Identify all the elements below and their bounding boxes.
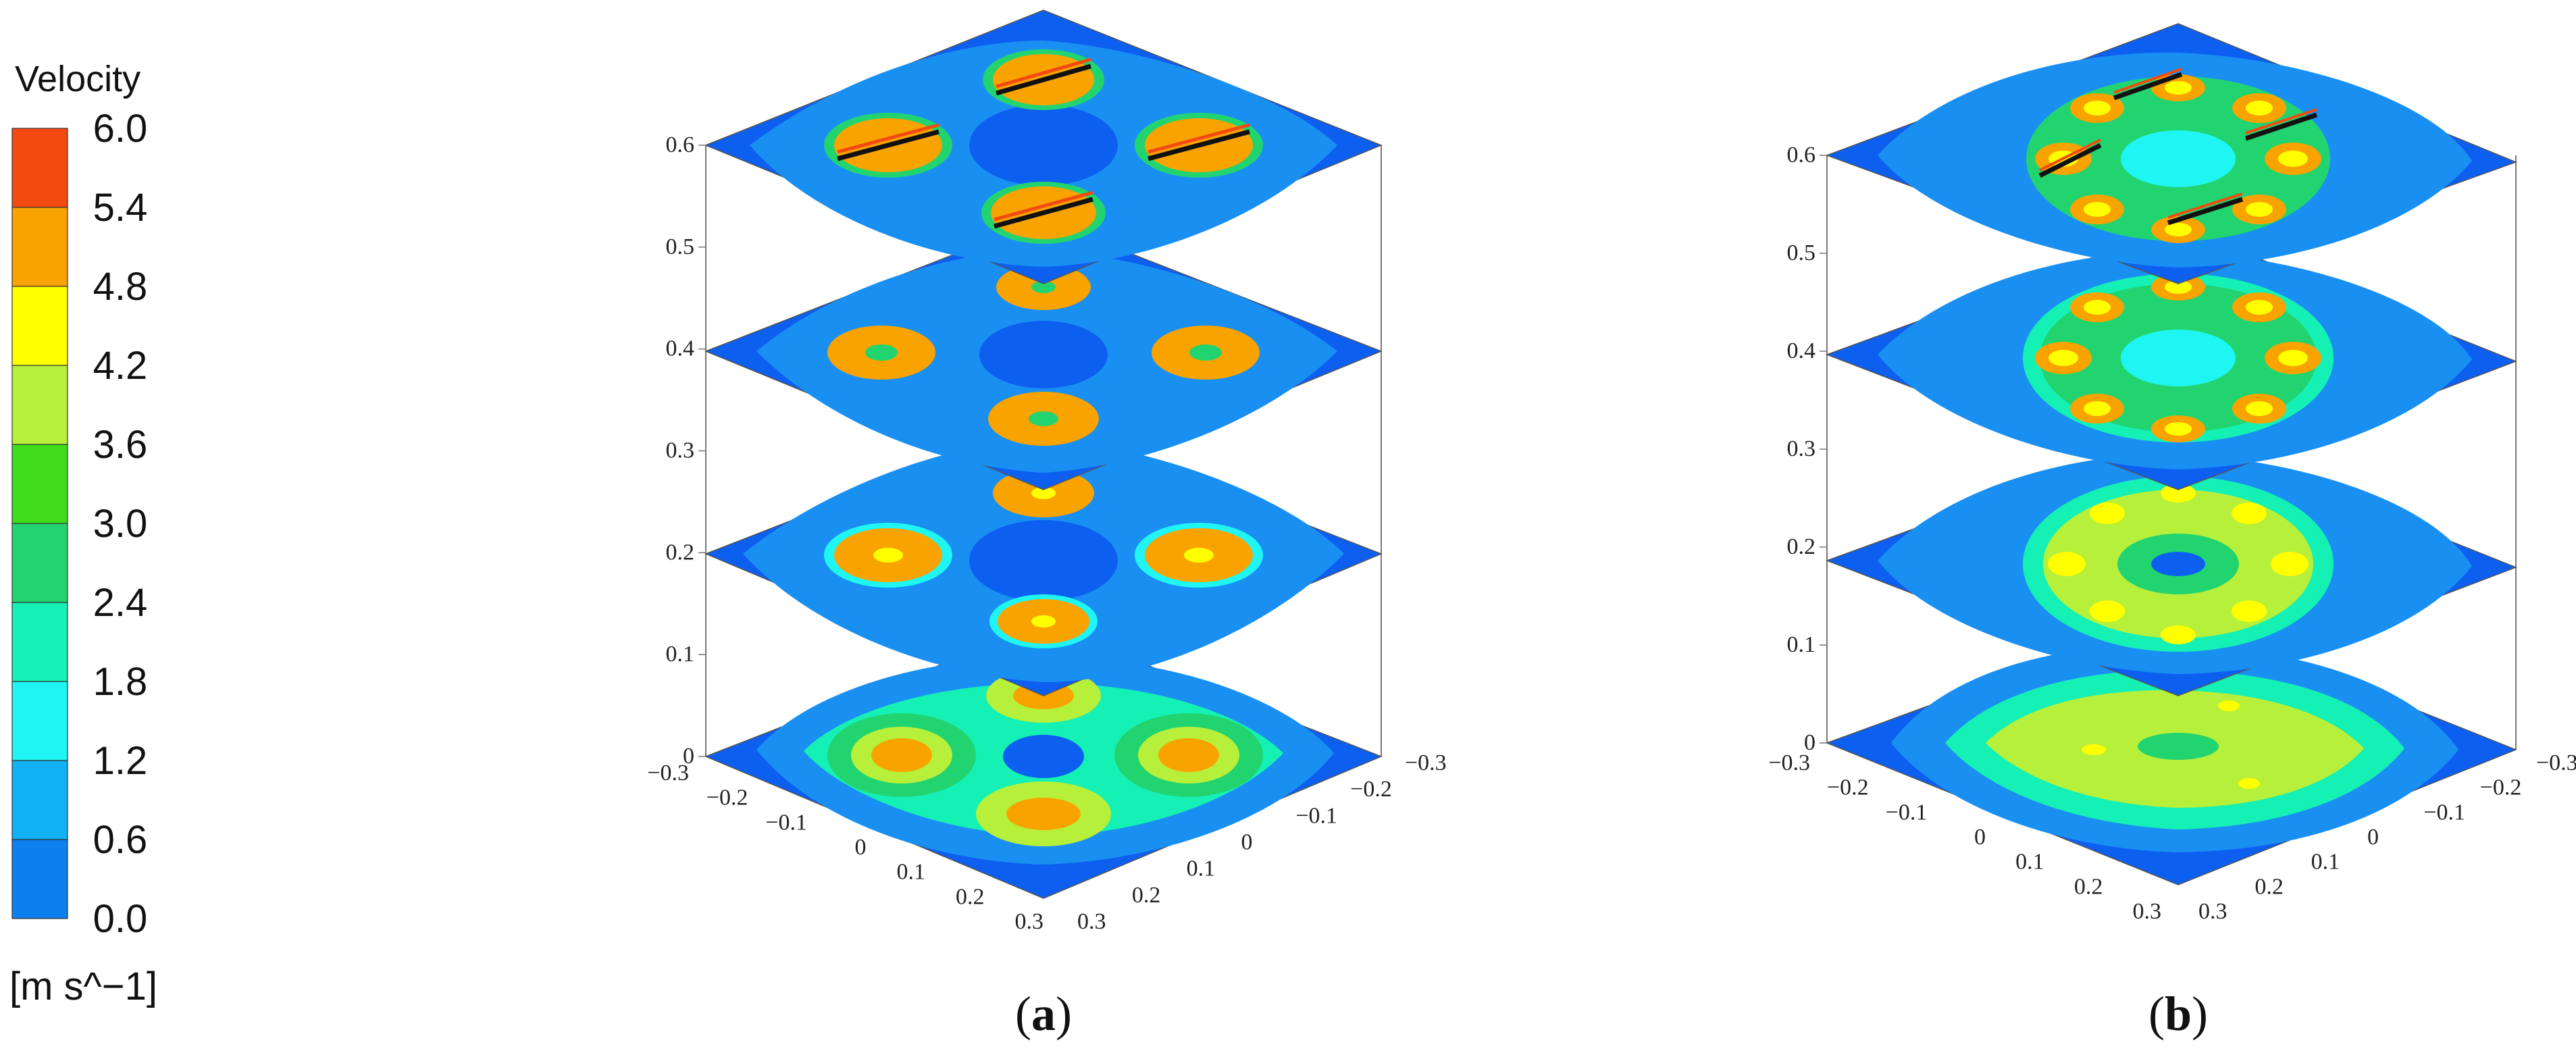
panel-a-label: (a) <box>1015 987 1072 1041</box>
x-tick-label: 0.1 <box>2015 850 2044 875</box>
panel-a-axis-ticks: 0 0.1 0.2 0.3 0.4 0.5 0.6 −0.3 −0.2 −0.1 0 0.1 0.2 0.… <box>647 132 1446 934</box>
z-tick-label: 0.4 <box>1787 338 1816 363</box>
panel-b-plane-z0 <box>1825 614 2518 885</box>
legend-swatch <box>11 365 68 445</box>
legend-tick-label: 1.8 <box>93 660 148 704</box>
x-tick-label: −0.3 <box>647 761 689 786</box>
x-tick-label: −0.3 <box>1768 750 1810 775</box>
legend-swatch <box>11 207 68 287</box>
z-tick-label: 0.6 <box>1787 143 1816 168</box>
z-tick-label: 0.3 <box>666 438 695 463</box>
x-tick-label: 0 <box>1974 825 1986 850</box>
z-tick-label: 0.4 <box>666 336 695 361</box>
x-tick-label: 0 <box>855 835 867 860</box>
panel-b-plane-z2 <box>1825 432 2518 696</box>
legend-swatch <box>11 602 68 682</box>
legend-tick-label: 0.6 <box>93 818 148 862</box>
z-tick-label: 0.5 <box>1787 240 1816 265</box>
legend-swatch <box>11 760 68 840</box>
x-tick-label: −0.1 <box>765 810 807 835</box>
z-tick-label: 0 <box>683 744 694 769</box>
y-tick-label: 0.2 <box>1132 883 1161 908</box>
y-tick-label: 0.1 <box>2311 850 2340 875</box>
z-tick-label: 0.5 <box>666 234 695 259</box>
legend-tick-label: 6.0 <box>93 107 148 151</box>
x-tick-label: 0.2 <box>2074 874 2103 899</box>
legend-color-bar <box>11 128 68 919</box>
y-tick-label: −0.2 <box>1350 777 1392 802</box>
y-tick-label: −0.2 <box>2480 775 2522 800</box>
panel-a-plane-z4 <box>704 219 1383 490</box>
panel-a-plane-z6 <box>704 9 1383 284</box>
x-tick-label: 0.3 <box>1015 909 1044 934</box>
legend-tick-label: 0.0 <box>93 897 148 941</box>
panel-b-label: (b) <box>2148 987 2208 1041</box>
z-tick-label: 0.2 <box>1787 534 1816 559</box>
panel-b-axis-ticks: 0 0.1 0.2 0.3 0.4 0.5 0.6 −0.3 −0.2 −0.1 0 0.1 0.2 0.… <box>1768 143 2576 924</box>
panel-a-plane-z0 <box>704 624 1383 899</box>
x-tick-label: 0.1 <box>897 860 926 885</box>
legend-swatch <box>11 523 68 603</box>
y-tick-label: 0.2 <box>2255 874 2284 899</box>
legend-tick-labels: 6.0 5.4 4.8 4.2 3.6 3.0 2.4 1.8 1.2 0.6 0.0 <box>93 107 148 941</box>
y-tick-label: −0.1 <box>2423 800 2465 825</box>
legend-tick-label: 2.4 <box>93 581 148 625</box>
y-tick-label: 0.3 <box>2198 899 2227 924</box>
panel-a: 0 0.1 0.2 0.3 0.4 0.5 0.6 −0.3 −0.2 −0.1 0 0.1 0.2 0.… <box>647 9 1447 1041</box>
x-tick-label: −0.1 <box>1886 800 1928 825</box>
legend-swatch <box>11 444 68 524</box>
y-tick-label: −0.3 <box>2536 750 2576 775</box>
velocity-legend: Velocity 6.0 5.4 4.8 4.2 3.6 3.0 2.4 1.8 1.2 0.6 0… <box>9 59 157 1008</box>
legend-swatch <box>11 128 68 208</box>
z-tick-label: 0.1 <box>666 642 695 667</box>
legend-tick-label: 1.2 <box>93 739 148 783</box>
y-tick-label: −0.3 <box>1405 750 1447 775</box>
legend-tick-label: 3.0 <box>93 502 148 546</box>
x-tick-label: −0.2 <box>706 786 748 810</box>
legend-tick-label: 4.8 <box>93 265 148 309</box>
z-tick-label: 0 <box>1804 730 1815 755</box>
panel-a-plane-z2 <box>704 421 1383 696</box>
y-tick-label: 0 <box>1241 830 1253 855</box>
legend-tick-label: 4.2 <box>93 344 148 388</box>
y-tick-label: −0.1 <box>1295 803 1337 828</box>
x-tick-label: −0.2 <box>1827 775 1869 800</box>
panel-b: 0 0.1 0.2 0.3 0.4 0.5 0.6 −0.3 −0.2 −0.1 0 0.1 0.2 0.… <box>1768 23 2576 1041</box>
z-tick-label: 0.2 <box>666 540 695 565</box>
panel-b-plane-z6 <box>1825 23 2518 284</box>
z-tick-label: 0.1 <box>1787 632 1816 657</box>
y-tick-label: 0.3 <box>1077 909 1106 934</box>
z-tick-label: 0.6 <box>666 132 695 157</box>
legend-swatch <box>11 681 68 761</box>
y-tick-label: 0 <box>2367 825 2379 850</box>
panel-b-plane-z4 <box>1825 226 2518 490</box>
legend-unit: [m s^−1] <box>9 964 157 1008</box>
z-tick-label: 0.3 <box>1787 436 1816 461</box>
legend-swatch <box>11 839 68 919</box>
legend-tick-label: 3.6 <box>93 423 148 467</box>
legend-title: Velocity <box>15 59 140 99</box>
x-tick-label: 0.3 <box>2133 899 2162 924</box>
legend-tick-label: 5.4 <box>93 186 148 230</box>
y-tick-label: 0.1 <box>1187 856 1216 881</box>
x-tick-label: 0.2 <box>956 884 985 909</box>
legend-swatch <box>11 286 68 366</box>
